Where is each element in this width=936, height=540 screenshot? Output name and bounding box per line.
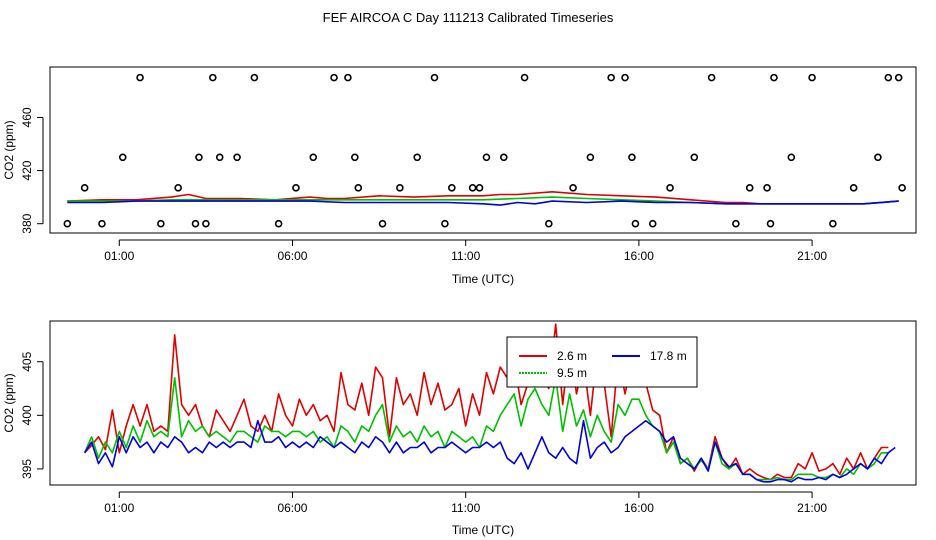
top-x-tick-label: 21:00 [797,249,827,263]
legend-box [506,336,698,388]
top-flag-point [499,153,508,162]
top-series-group [67,191,899,206]
legend: 2.6 m 17.8 m 9.5 m [506,336,698,388]
bottom-series-line-2-6-m [84,323,889,481]
bottom-x-tick-label: 06:00 [277,501,307,515]
bottom-y-tick-label: 400 [20,405,34,425]
top-y-axis-label: CO2 (ppm) [2,120,16,179]
top-series-line-17-8-m [67,200,899,206]
bottom-series-line-17-8-m [83,419,896,483]
top-flag-point [344,73,352,82]
top-plot-frame [49,66,917,234]
top-flag-point [413,153,421,162]
top-flag-point [898,184,906,192]
top-flag-point [894,73,903,82]
bottom-x-axis: 01:00 06:00 11:00 16:00 21:00 [104,491,827,515]
top-flag-point [118,153,127,162]
top-flag-point [763,184,771,192]
top-flag-point [215,153,224,162]
top-flag-point [607,73,615,82]
figure-title: FEF AIRCOA C Day 111213 Calibrated Times… [322,10,614,25]
top-flag-point [849,184,858,192]
top-series-line-2-6-m [67,191,899,205]
top-flag-point [648,219,657,228]
top-x-tick-label: 16:00 [624,249,654,263]
top-flag-point [766,219,775,228]
top-y-tick-label: 380 [20,213,34,233]
top-flag-point [770,73,778,82]
top-flag-point [690,153,699,162]
top-flag-point [209,73,217,82]
top-y-tick-label: 420 [20,160,34,180]
bottom-x-tick-label: 16:00 [624,501,654,515]
top-flag-point [330,73,338,82]
bottom-y-tick-label: 405 [20,351,34,371]
top-flag-point [829,219,837,228]
bottom-plot-frame [49,320,917,486]
top-flag-point [666,184,674,192]
top-flag-point [520,73,529,82]
bottom-series-line-9-5-m [83,376,889,481]
top-flag-point [157,219,165,228]
top-flag-point [448,184,456,192]
bottom-x-tick-label: 21:00 [797,501,827,515]
top-x-axis-label: Time (UTC) [452,272,514,286]
top-flag-point [63,219,72,228]
top-flag-point [732,219,740,228]
top-flag-point [482,153,491,162]
bottom-chart: 01:00 06:00 11:00 16:00 21:00 395 400 405 Time… [2,320,917,537]
top-x-axis: 01:00 06:00 11:00 16:00 21:00 [104,239,827,263]
top-flag-point [745,184,754,192]
top-y-axis: 380 420 460 [20,107,44,234]
bottom-series-group [83,323,896,483]
top-flag-point [233,153,241,162]
top-flag-point [468,184,477,192]
top-flag-point [351,153,359,162]
top-flag-point [98,219,106,228]
top-flag-point [707,73,716,82]
top-flag-point [195,153,203,162]
top-x-tick-label: 11:00 [451,249,480,263]
top-flag-point [174,184,182,192]
top-y-tick-label: 460 [20,107,34,127]
bottom-x-tick-label: 01:00 [104,501,134,515]
top-flag-point [309,153,318,162]
top-flag-point [586,153,595,162]
bottom-y-tick-label: 395 [20,459,34,479]
top-flag-point [136,73,144,82]
top-chart: 01:00 06:00 11:00 16:00 21:00 380 420 460 Time… [2,66,917,286]
top-flag-point [274,219,283,228]
top-flag-point [441,219,449,228]
top-flag-point [808,73,816,82]
top-flag-point [787,153,796,162]
top-flag-point [874,153,882,162]
top-x-tick-label: 01:00 [104,249,134,263]
top-flag-point [884,73,893,82]
bottom-x-axis-label: Time (UTC) [452,523,514,537]
legend-label-17-8m: 17.8 m [650,349,687,363]
legend-label-2-6m: 2.6 m [557,349,587,363]
top-flag-point [378,219,387,228]
legend-label-9-5m: 9.5 m [557,366,587,380]
top-flag-point [354,184,363,192]
top-flag-point [475,184,484,192]
bottom-x-tick-label: 11:00 [451,501,480,515]
top-flag-point [628,153,636,162]
top-flag-point [250,73,259,82]
bottom-y-axis: 395 400 405 [20,351,44,479]
bottom-y-axis-label: CO2 (ppm) [2,373,16,432]
top-flag-point [545,219,553,228]
top-flag-point [202,219,210,228]
top-x-tick-label: 06:00 [277,249,307,263]
top-flag-point [80,184,89,192]
top-flag-point [621,73,629,82]
top-flag-point [191,219,200,228]
top-flag-point [430,73,439,82]
top-flag-point [631,219,640,228]
top-flag-point [569,184,577,192]
top-flag-point [396,184,404,192]
top-flag-points [63,73,906,228]
top-flag-point [292,184,300,192]
